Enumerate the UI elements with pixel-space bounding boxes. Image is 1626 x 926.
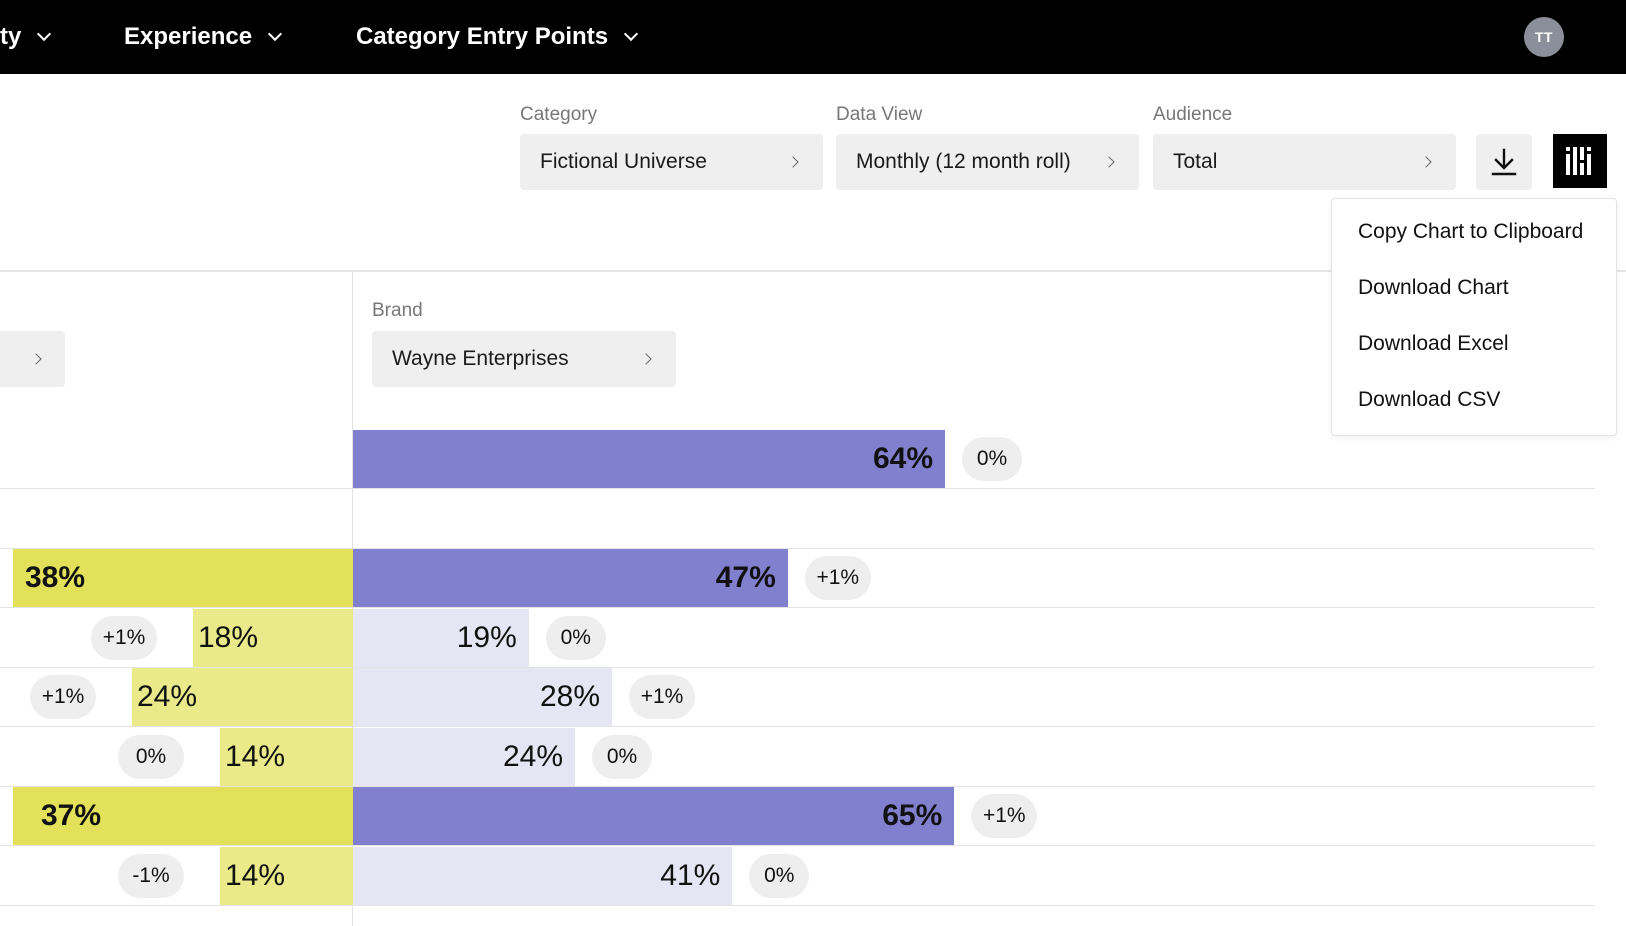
row-divider <box>0 845 1595 846</box>
download-menu: Copy Chart to Clipboard Download Chart D… <box>1331 198 1617 436</box>
brand-change-badge: 0% <box>749 853 810 898</box>
competitor-bar-label: 37% <box>41 799 102 832</box>
competitor-bar-label: 14% <box>225 739 286 773</box>
section-divider <box>0 270 1626 272</box>
nav-item-experience[interactable]: Experience <box>124 0 283 74</box>
audience-value: Total <box>1173 150 1218 173</box>
chevron-right-icon <box>1103 156 1115 168</box>
brand-value: Wayne Enterprises <box>392 347 569 370</box>
competitor-bar <box>13 549 353 607</box>
chevron-right-icon <box>640 353 652 365</box>
brand-change-badge: 0% <box>545 615 606 660</box>
row-divider <box>0 726 1595 727</box>
nav-item-partial[interactable]: ty <box>0 0 52 74</box>
chevron-right-icon <box>30 353 42 365</box>
competitor-change-badge: 0% <box>118 734 184 779</box>
competitor-bar-label: 14% <box>225 858 286 892</box>
row-divider <box>0 547 1595 549</box>
brand-change-badge: 0% <box>962 437 1022 481</box>
audience-select[interactable]: Total <box>1153 134 1456 190</box>
brand-bar-label: 65% <box>882 799 943 832</box>
data-view-value: Monthly (12 month roll) <box>856 150 1071 173</box>
brand-bar-label: 19% <box>456 620 517 654</box>
competitor-bar <box>220 846 353 905</box>
competitor-bar <box>13 787 353 845</box>
brand-change-badge: +1% <box>804 556 871 600</box>
menu-item-download-excel[interactable]: Download Excel <box>1358 332 1509 355</box>
row-divider <box>0 904 1595 906</box>
row-divider <box>0 785 1595 787</box>
data-view-label: Data View <box>836 104 923 125</box>
category-value: Fictional Universe <box>540 150 707 173</box>
competitor-change-badge: +1% <box>30 675 96 719</box>
brand-bar-label: 41% <box>660 858 721 892</box>
competitor-bar <box>132 668 353 726</box>
chevron-down-icon <box>268 26 283 42</box>
brand-label: Brand <box>372 300 423 321</box>
chart-view-icon <box>1566 147 1591 175</box>
nav-item-label: ty <box>0 23 22 50</box>
brand-select-left[interactable] <box>0 331 65 387</box>
brand-bar <box>353 668 612 726</box>
competitor-bar <box>220 727 353 786</box>
brand-bar-label: 24% <box>502 739 563 773</box>
brand-bar <box>353 846 733 905</box>
row-divider <box>0 607 1595 608</box>
chevron-down-icon <box>623 26 639 42</box>
avatar[interactable]: TT <box>1524 17 1564 57</box>
brand-bar-label: 28% <box>539 680 600 713</box>
brand-bar <box>353 430 945 488</box>
chevron-right-icon <box>787 156 799 168</box>
row-divider <box>0 488 1595 489</box>
brand-bar <box>353 608 529 667</box>
brand-bar-label: 47% <box>715 561 776 594</box>
brand-select[interactable]: Wayne Enterprises <box>372 331 676 387</box>
brand-change-badge: 0% <box>592 734 652 779</box>
brand-change-badge: +1% <box>629 675 695 719</box>
menu-item-download-csv[interactable]: Download CSV <box>1358 388 1501 411</box>
chevron-right-icon <box>1420 156 1432 168</box>
brand-bar-label: 64% <box>872 442 933 475</box>
chevron-down-icon <box>37 26 52 42</box>
category-label: Category <box>520 104 598 125</box>
brand-bar <box>353 549 788 607</box>
brand-bar <box>353 787 955 845</box>
competitor-bar-label: 38% <box>25 561 86 594</box>
competitor-bar <box>193 608 353 667</box>
row-divider <box>0 666 1595 668</box>
category-select[interactable]: Fictional Universe <box>520 134 823 190</box>
chart-view-button[interactable] <box>1553 134 1607 188</box>
competitor-change-badge: +1% <box>91 615 157 660</box>
nav-item-category-entry-points[interactable]: Category Entry Points <box>356 0 639 74</box>
competitor-bar-label: 24% <box>137 680 198 713</box>
audience-label: Audience <box>1153 104 1233 125</box>
nav-item-label: Experience <box>124 23 253 50</box>
top-nav: ty Experience Category Entry Points TT <box>0 0 1626 74</box>
brand-change-badge: +1% <box>971 794 1038 838</box>
competitor-bar-label: 18% <box>198 620 259 654</box>
brand-bar <box>353 727 575 786</box>
data-view-select[interactable]: Monthly (12 month roll) <box>836 134 1139 190</box>
nav-item-label: Category Entry Points <box>356 23 609 50</box>
download-icon <box>1491 148 1517 176</box>
download-button[interactable] <box>1476 134 1532 190</box>
competitor-change-badge: -1% <box>118 853 184 898</box>
menu-item-copy-chart[interactable]: Copy Chart to Clipboard <box>1358 220 1584 243</box>
menu-item-download-chart[interactable]: Download Chart <box>1358 276 1509 299</box>
